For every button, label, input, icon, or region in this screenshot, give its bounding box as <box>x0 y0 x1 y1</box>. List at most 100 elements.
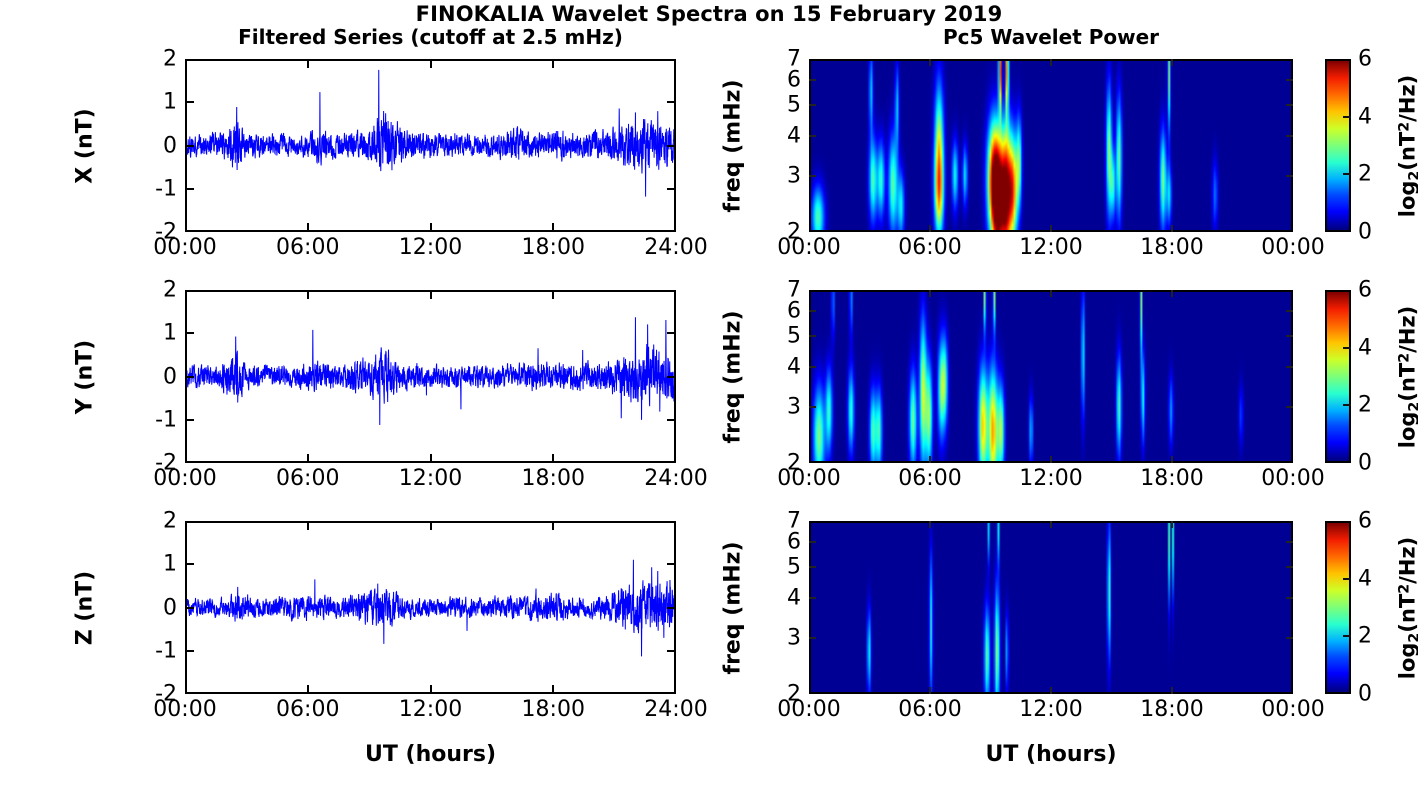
x-tickmark <box>306 521 309 530</box>
x-ticklabel: 06:00 <box>276 697 340 722</box>
x-tickmark <box>429 59 432 68</box>
time-tickmark <box>929 456 931 463</box>
x-ticklabel: 12:00 <box>398 466 463 491</box>
left-column-title: Filtered Series (cutoff at 2.5 mHz) <box>238 25 623 49</box>
colorbar-y <box>1325 290 1351 463</box>
y-tickmark <box>185 649 194 652</box>
time-tickmark <box>929 59 931 66</box>
timeseries-trace-x <box>187 61 674 230</box>
freq-tickmark <box>1286 135 1293 138</box>
y-ticklabel: -2 <box>155 219 177 245</box>
freq-ticklabel: 5 <box>787 323 801 349</box>
x-tickmark <box>429 454 432 463</box>
time-ticklabel: 00:00 <box>1261 235 1325 260</box>
freq-tickmark <box>809 566 816 569</box>
y-tickmark <box>667 649 676 652</box>
y-tickmark <box>667 187 676 190</box>
time-tickmark <box>1171 456 1173 463</box>
time-tickmark <box>929 225 931 232</box>
colorbar-tickmark <box>1343 635 1351 638</box>
time-ticklabel: 00:00 <box>777 466 841 491</box>
y-ticklabel: 1 <box>163 551 177 577</box>
time-tickmark <box>1050 456 1052 463</box>
time-ticklabel: 06:00 <box>898 697 962 722</box>
freq-tickmark <box>809 310 816 313</box>
colorbar-label-z: log2(nT2/Hz) <box>1395 536 1418 679</box>
x-ticklabel: 24:00 <box>644 697 708 722</box>
timeseries-yaxis-label-z: Z (nT) <box>72 570 98 645</box>
time-ticklabel: 00:00 <box>777 697 841 722</box>
y-ticklabel: 0 <box>163 133 177 158</box>
freq-tickmark <box>1286 175 1293 177</box>
y-tickmark <box>185 606 194 609</box>
freq-tickmark <box>809 335 816 338</box>
y-ticklabel: 0 <box>163 595 177 620</box>
x-ticklabel: 18:00 <box>521 697 585 722</box>
freq-tickmark <box>1286 541 1293 544</box>
x-tickmark <box>552 454 555 463</box>
x-ticklabel: 00:00 <box>153 235 217 260</box>
x-tickmark <box>429 290 432 299</box>
freq-axis-label-y: freq (mHz) <box>720 310 746 443</box>
freq-tickmark <box>1286 310 1293 313</box>
freq-tickmark <box>809 597 816 600</box>
x-tickmark <box>429 223 432 232</box>
freq-ticklabel: 5 <box>787 554 801 580</box>
freq-tickmark <box>809 366 816 369</box>
freq-tickmark <box>809 104 816 107</box>
time-tickmark <box>1171 59 1173 66</box>
freq-ticklabel: 7 <box>787 508 801 534</box>
y-tickmark <box>667 332 676 335</box>
colorbar-tickmark <box>1343 346 1351 349</box>
time-tickmark <box>1050 687 1052 694</box>
freq-axis-label-z: freq (mHz) <box>720 541 746 674</box>
colorbar-ticklabel: 0 <box>1358 219 1372 245</box>
freq-ticklabel: 5 <box>787 92 801 118</box>
freq-ticklabel: 6 <box>787 529 801 555</box>
colorbar-tickmark <box>1343 577 1351 580</box>
timeseries-axes-z <box>185 521 676 694</box>
timeseries-yaxis-label-y: Y (nT) <box>72 339 98 414</box>
freq-tickmark <box>1286 597 1293 600</box>
y-ticklabel: 2 <box>163 508 177 534</box>
freq-tickmark <box>809 541 816 544</box>
y-ticklabel: -2 <box>155 450 177 476</box>
wavelet-spectrogram-z <box>809 521 1293 694</box>
x-tickmark <box>552 223 555 232</box>
y-tickmark <box>667 375 676 378</box>
x-ticklabel: 06:00 <box>276 466 340 491</box>
colorbar-ticklabel: 2 <box>1358 392 1372 418</box>
time-ticklabel: 00:00 <box>777 235 841 260</box>
time-tickmark <box>1050 521 1052 528</box>
y-tickmark <box>667 144 676 147</box>
time-tickmark <box>1050 59 1052 66</box>
colorbar-z <box>1325 521 1351 694</box>
y-tickmark <box>185 101 194 104</box>
colorbar-ticklabel: 4 <box>1358 335 1372 361</box>
y-tickmark <box>185 332 194 335</box>
colorbar-ticklabel: 4 <box>1358 104 1372 130</box>
time-tickmark <box>1050 225 1052 232</box>
freq-tickmark <box>809 135 816 138</box>
wavelet-spectrogram-y <box>809 290 1293 463</box>
figure-suptitle: FINOKALIA Wavelet Spectra on 15 February… <box>415 2 1003 26</box>
colorbar-ticklabel: 6 <box>1358 508 1372 534</box>
freq-ticklabel: 6 <box>787 67 801 93</box>
x-tickmark <box>306 454 309 463</box>
y-ticklabel: 2 <box>163 277 177 303</box>
y-ticklabel: -1 <box>155 638 177 664</box>
freq-ticklabel: 7 <box>787 277 801 303</box>
spectrogram-image-x <box>811 61 1291 230</box>
time-tickmark <box>929 521 931 528</box>
y-tickmark <box>185 375 194 378</box>
time-tickmark <box>1171 290 1173 297</box>
time-ticklabel: 12:00 <box>1019 235 1083 260</box>
timeseries-axes-y <box>185 290 676 463</box>
time-ticklabel: 18:00 <box>1140 466 1204 491</box>
time-tickmark <box>1171 225 1173 232</box>
time-ticklabel: 18:00 <box>1140 235 1204 260</box>
timeseries-yaxis-label-x: X (nT) <box>72 107 98 184</box>
x-tickmark <box>306 59 309 68</box>
colorbar-tickmark <box>1343 404 1351 407</box>
